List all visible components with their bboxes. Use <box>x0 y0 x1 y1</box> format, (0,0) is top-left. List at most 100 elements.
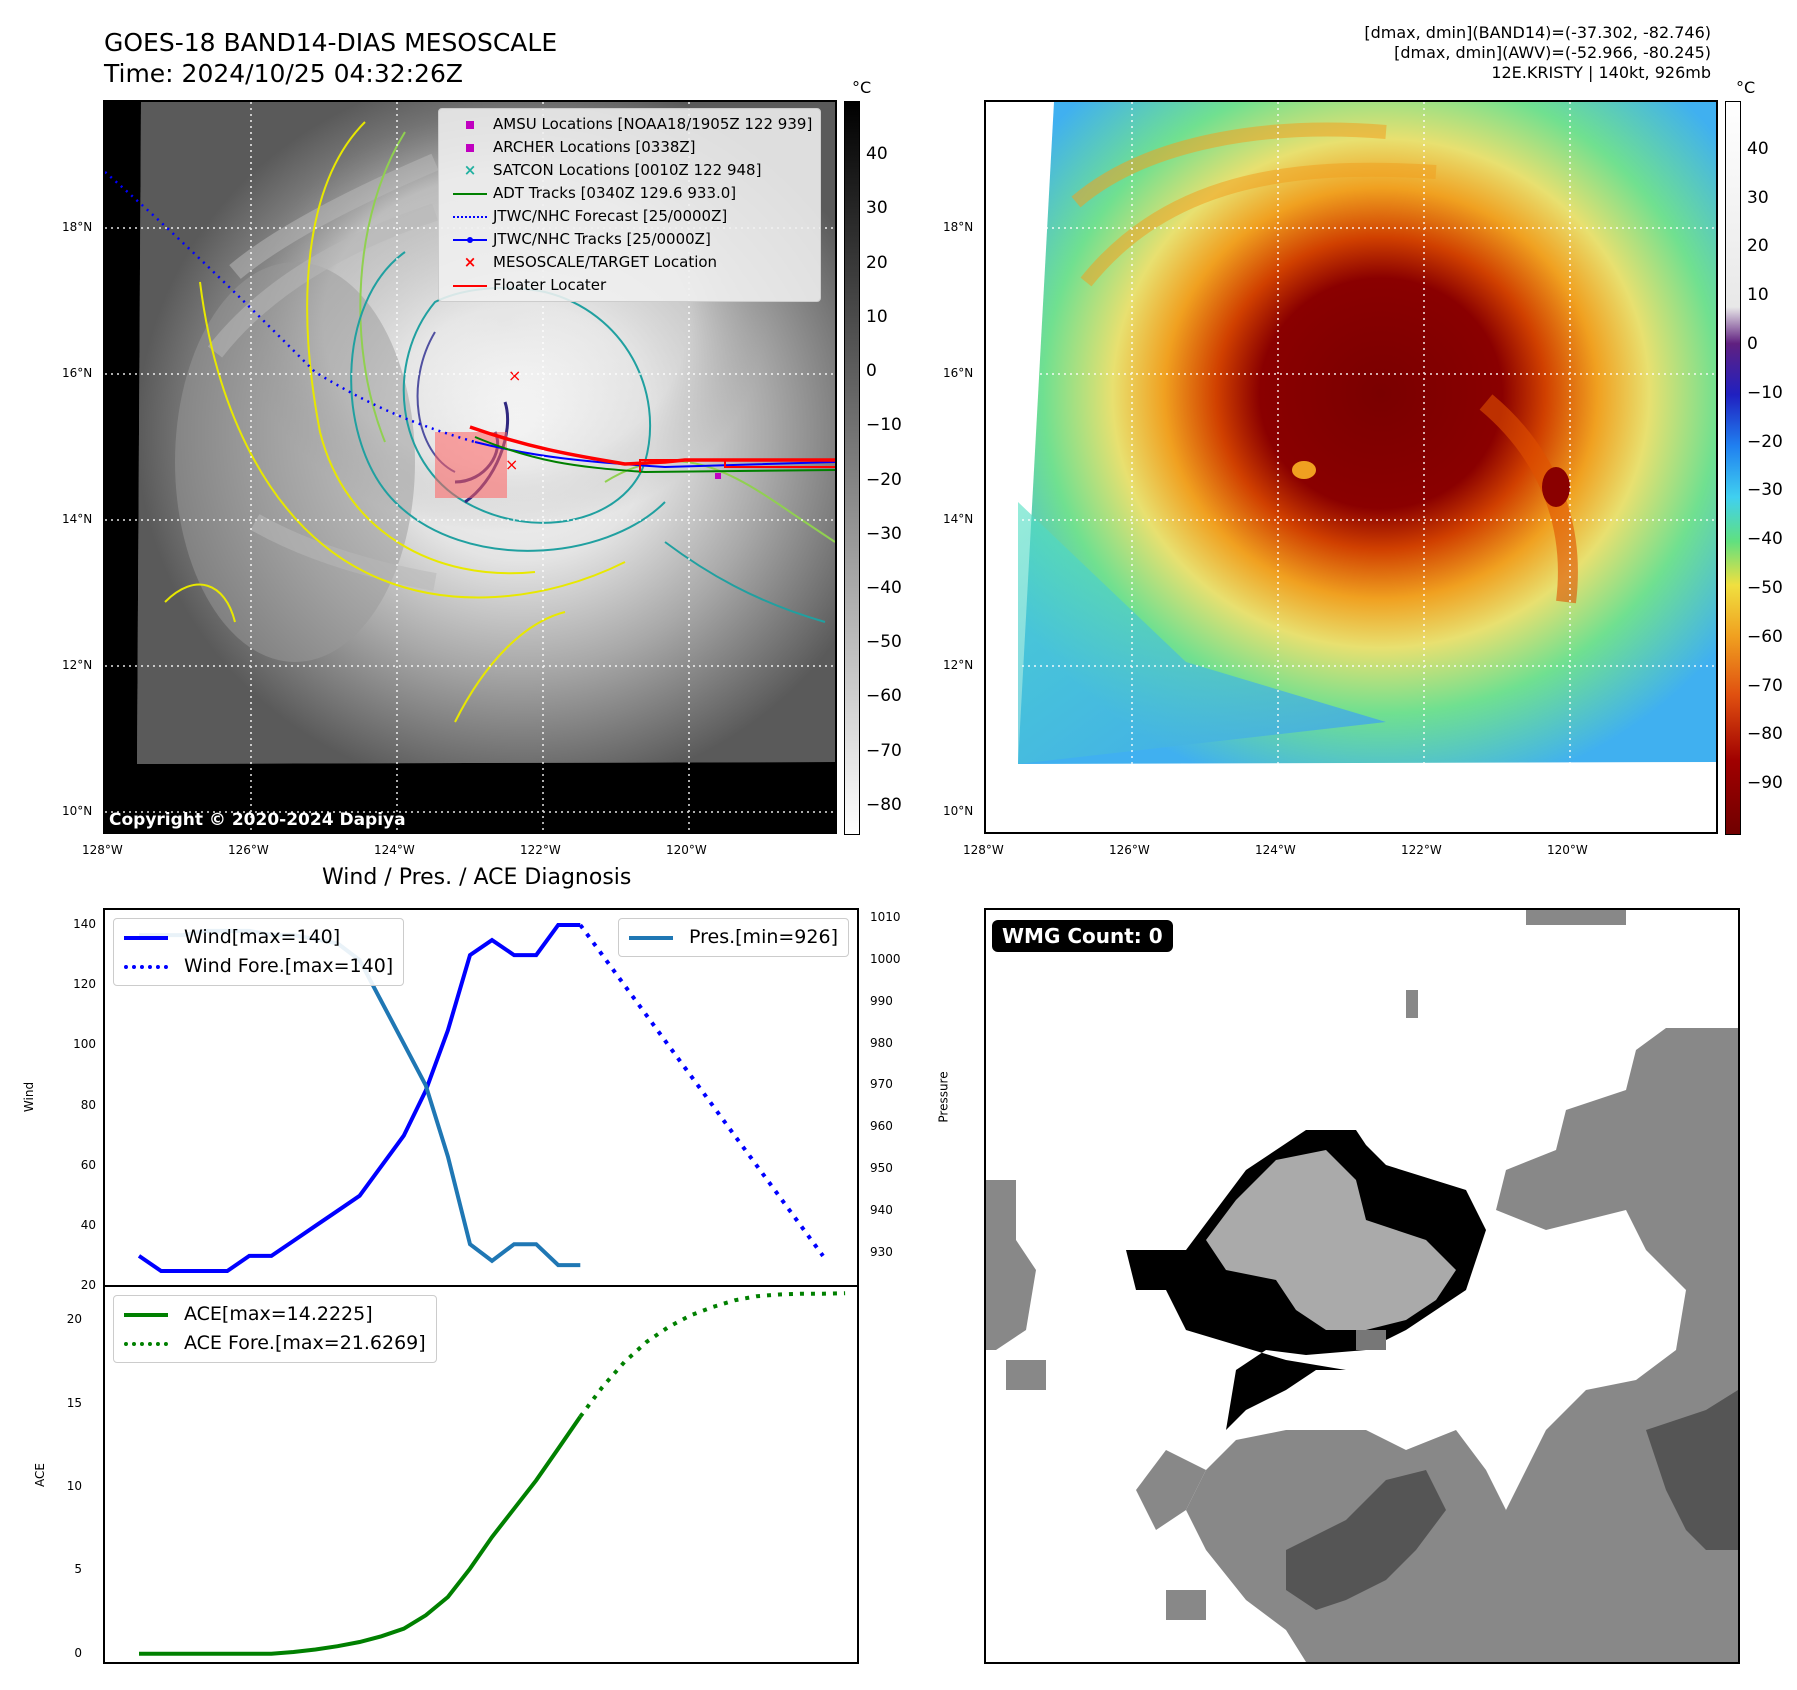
lon-label: 122°W <box>1401 843 1442 857</box>
legend-satcon: × SATCON Locations [0010Z 122 948] <box>447 159 812 182</box>
square-marker-icon <box>447 136 493 159</box>
axis-tick-label: 20 <box>66 1312 82 1327</box>
solid-line-icon <box>629 923 681 952</box>
colorbar-tick-label: 20 <box>866 252 888 273</box>
lon-label: 120°W <box>1547 843 1588 857</box>
axis-tick-label: 960 <box>870 1119 893 1134</box>
axis-tick-label: 15 <box>66 1395 82 1410</box>
line-dot-icon <box>447 228 493 251</box>
track-legend: AMSU Locations [NOAA18/1905Z 122 939] AR… <box>438 108 822 302</box>
ace-forecast-line <box>578 1291 846 1418</box>
wind-legend: Wind[max=140] Wind Fore.[max=140] <box>113 918 405 986</box>
chart-title: Wind / Pres. / ACE Diagnosis <box>322 865 632 890</box>
legend-forecast: JTWC/NHC Forecast [25/0000Z] <box>447 205 812 228</box>
stats-storm: 12E.KRISTY | 140kt, 926mb <box>1491 63 1711 82</box>
left-colorbar-unit: °C <box>852 78 872 97</box>
right-colorbar <box>1725 101 1741 835</box>
lon-label: 128°W <box>82 843 123 857</box>
right-colorbar-unit: °C <box>1736 78 1756 97</box>
lat-label: 14°N <box>62 512 93 526</box>
colorbar-tick-label: −10 <box>1747 382 1783 403</box>
stats-awv: [dmax, dmin](AWV)=(-52.966, -80.245) <box>1394 43 1711 62</box>
legend-ace: ACE[max=14.2225] <box>124 1300 426 1329</box>
legend-wind: Wind[max=140] <box>124 923 393 952</box>
colorbar-tick-label: −70 <box>866 740 902 761</box>
main-title: GOES-18 BAND14-DIAS MESOSCALE Time: 2024… <box>104 27 557 89</box>
colorbar-tick-label: −80 <box>866 794 902 815</box>
axis-tick-label: 10 <box>66 1479 82 1493</box>
axis-tick-label: 990 <box>870 993 893 1008</box>
colorbar-tick-label: 0 <box>866 361 877 382</box>
legend-amsu: AMSU Locations [NOAA18/1905Z 122 939] <box>447 113 812 136</box>
colorbar-tick-label: −90 <box>1747 773 1783 794</box>
lat-label: 18°N <box>62 220 93 234</box>
wind-forecast-line <box>578 923 825 1258</box>
axis-tick-label: 0 <box>74 1645 82 1660</box>
wind-axis-label: Wind <box>22 1081 37 1113</box>
pressure-legend: Pres.[min=926] <box>618 918 849 957</box>
wmg-panel: WMG Count: 0 <box>984 908 1740 1664</box>
colorbar-tick-label: 20 <box>1747 236 1769 257</box>
lat-label: 12°N <box>943 658 974 672</box>
lat-label: 16°N <box>943 366 974 380</box>
colorbar-tick-label: 10 <box>866 306 888 327</box>
title-satellite: GOES-18 BAND14-DIAS MESOSCALE <box>104 28 558 57</box>
axis-tick-label: 40 <box>80 1217 96 1232</box>
dotted-line-icon <box>447 205 493 228</box>
lon-label: 126°W <box>228 843 269 857</box>
x-marker-icon: × <box>463 253 477 271</box>
stats-title: [dmax, dmin](BAND14)=(-37.302, -82.746) … <box>1364 23 1711 83</box>
dotted-line-icon <box>124 952 176 981</box>
wmg-count-badge: WMG Count: 0 <box>992 920 1173 952</box>
lon-label: 128°W <box>963 843 1004 857</box>
lat-label: 16°N <box>62 366 93 380</box>
legend-floater: Floater Locater <box>447 274 812 297</box>
legend-pressure: Pres.[min=926] <box>629 923 838 952</box>
colorbar-tick-label: −30 <box>866 523 902 544</box>
axis-tick-label: 80 <box>80 1097 96 1112</box>
lat-label: 18°N <box>943 220 974 234</box>
colorbar-tick-label: 40 <box>866 144 888 165</box>
colorbar-tick-label: −60 <box>866 686 902 707</box>
awv-map-panel <box>984 100 1718 834</box>
lat-label: 12°N <box>62 658 93 672</box>
solid-line-icon <box>124 1300 176 1329</box>
lat-label: 14°N <box>943 512 974 526</box>
lon-label: 126°W <box>1109 843 1150 857</box>
axis-tick-label: 1000 <box>870 952 901 967</box>
colorbar-tick-label: −40 <box>866 578 902 598</box>
colorbar-tick-label: −20 <box>1747 431 1783 452</box>
colorbar-tick-label: −30 <box>1747 480 1783 501</box>
svg-text:×: × <box>508 366 521 385</box>
axis-tick-label: 5 <box>74 1562 82 1577</box>
colorbar-tick-label: −70 <box>1747 675 1783 696</box>
legend-archer: ARCHER Locations [0338Z] <box>447 136 812 159</box>
lon-label: 120°W <box>666 843 707 857</box>
colorbar-tick-label: −80 <box>1747 724 1783 745</box>
wind-pressure-chart: Wind[max=140] Wind Fore.[max=140] Pres.[… <box>103 908 859 1286</box>
ace-line <box>139 1415 582 1656</box>
x-marker-icon: × <box>463 161 477 179</box>
axis-tick-label: 120 <box>73 977 96 992</box>
legend-wind-forecast: Wind Fore.[max=140] <box>124 952 393 981</box>
colorbar-tick-label: −40 <box>1747 529 1783 550</box>
ace-legend: ACE[max=14.2225] ACE Fore.[max=21.6269] <box>113 1295 437 1363</box>
axis-tick-label: 100 <box>73 1037 96 1052</box>
axis-tick-label: 970 <box>870 1077 893 1092</box>
solid-line-icon <box>124 923 176 952</box>
ace-plot <box>139 1291 846 1656</box>
axis-tick-label: 930 <box>870 1244 893 1259</box>
colorbar-tick-label: 10 <box>1747 285 1769 306</box>
legend-tracks: JTWC/NHC Tracks [25/0000Z] <box>447 228 812 251</box>
copyright-text: Copyright © 2020-2024 Dapiya <box>109 810 406 830</box>
line-marker-icon <box>447 182 493 205</box>
wind-line <box>137 923 581 1273</box>
square-marker-icon <box>447 113 493 136</box>
svg-text:×: × <box>505 455 518 474</box>
colorbar-tick-label: −60 <box>1747 626 1783 647</box>
wmg-image <box>986 910 1738 1662</box>
colorbar-tick-label: −20 <box>866 469 902 490</box>
left-colorbar <box>844 101 860 835</box>
pressure-axis-label: Pressure <box>936 1071 951 1123</box>
axis-tick-label: 980 <box>870 1035 893 1050</box>
